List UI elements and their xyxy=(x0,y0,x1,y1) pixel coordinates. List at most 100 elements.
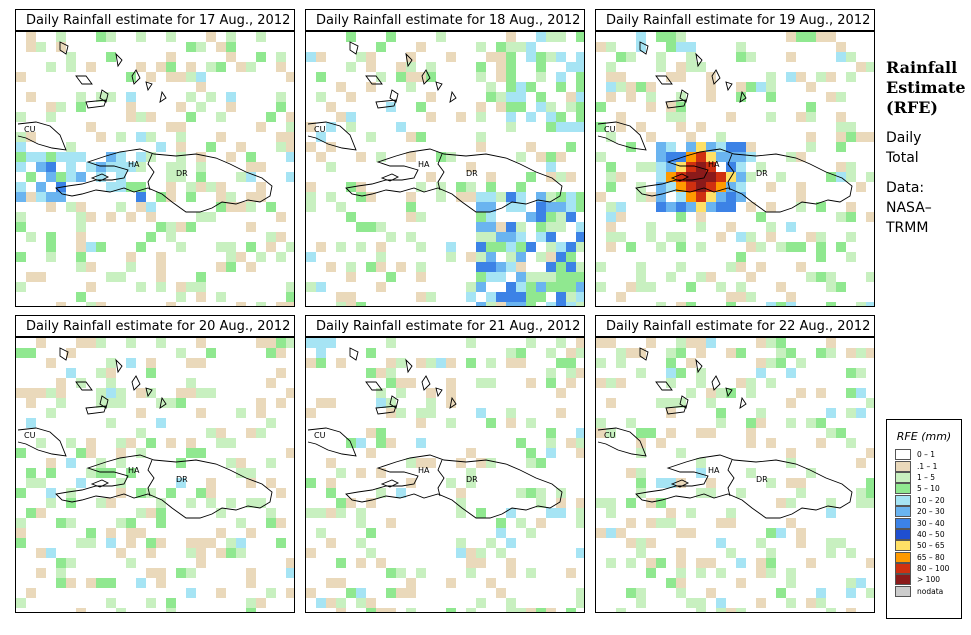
rainfall-cell xyxy=(306,508,316,518)
rainfall-cell xyxy=(736,232,746,242)
country-label-ha: HA xyxy=(418,160,430,169)
rainfall-cell xyxy=(536,232,546,242)
rainfall-cell xyxy=(676,242,686,252)
rainfall-cell xyxy=(156,222,166,232)
rainfall-cell xyxy=(516,82,526,92)
rainfall-cell xyxy=(846,348,856,358)
bahamas-island xyxy=(75,381,93,391)
rainfall-cell xyxy=(96,368,106,378)
country-label-dr: DR xyxy=(756,169,768,178)
rainfall-cell xyxy=(346,498,356,508)
rainfall-cell xyxy=(16,518,26,528)
rainfall-cell xyxy=(866,62,874,72)
rainfall-cell xyxy=(646,162,656,172)
rainfall-cell xyxy=(836,172,846,182)
legend-label: nodata xyxy=(917,586,944,596)
rainfall-cell xyxy=(336,82,346,92)
rainfall-cell xyxy=(236,458,246,468)
rainfall-map: CU HA DR xyxy=(595,31,875,307)
rainfall-cell xyxy=(186,222,196,232)
rainfall-cell xyxy=(326,398,336,408)
rainfall-cell xyxy=(146,112,156,122)
rainfall-cell xyxy=(706,398,716,408)
rainfall-cell xyxy=(766,378,776,388)
rainfall-cell xyxy=(806,142,816,152)
rainfall-cell xyxy=(146,488,156,498)
rainfall-cell xyxy=(646,232,656,242)
rainfall-cell xyxy=(666,428,676,438)
legend-item: 1 – 5 xyxy=(895,471,961,483)
rainfall-cell xyxy=(266,458,276,468)
rainfall-map: CU HA DR xyxy=(305,31,585,307)
rainfall-cell xyxy=(496,292,506,302)
rainfall-cell xyxy=(706,428,716,438)
rainfall-cell xyxy=(506,32,516,42)
rainfall-cell xyxy=(346,272,356,282)
rainfall-cell xyxy=(616,212,626,222)
panel-title: Daily Rainfall estimate for 17 Aug., 201… xyxy=(15,9,295,31)
rainfall-cell xyxy=(686,358,696,368)
rainfall-cell xyxy=(736,172,746,182)
bahamas-island xyxy=(421,375,431,391)
rainfall-cell xyxy=(526,448,536,458)
cuba-coastline xyxy=(307,121,357,151)
rainfall-cell xyxy=(576,428,584,438)
rainfall-cell xyxy=(286,588,294,598)
rainfall-cell xyxy=(596,338,606,348)
rainfall-cell xyxy=(136,202,146,212)
rainfall-cell xyxy=(346,32,356,42)
rainfall-cell xyxy=(156,62,166,72)
rainfall-cell xyxy=(506,112,516,122)
rainfall-cell xyxy=(436,32,446,42)
rainfall-cell xyxy=(106,378,116,388)
rainfall-cell xyxy=(456,182,466,192)
rainfall-cell xyxy=(786,222,796,232)
rainfall-cell xyxy=(66,162,76,172)
rainfall-cell xyxy=(646,102,656,112)
rainfall-cell xyxy=(486,202,496,212)
side-caption: Rainfall Estimate (RFE) Daily Total Data… xyxy=(886,58,966,238)
rainfall-cell xyxy=(16,252,26,262)
rainfall-cell xyxy=(576,368,584,378)
bahamas-island xyxy=(695,52,703,68)
rainfall-cell xyxy=(766,232,776,242)
legend-item: .1 – 1 xyxy=(895,460,961,472)
rainfall-cell xyxy=(196,282,206,292)
rainfall-cell xyxy=(716,608,726,612)
rainfall-cell xyxy=(56,302,66,306)
rainfall-cell xyxy=(56,32,66,42)
rainfall-cell xyxy=(696,272,706,282)
rainfall-cell xyxy=(686,388,696,398)
rainfall-cell xyxy=(256,252,266,262)
rainfall-cell xyxy=(246,222,256,232)
rainfall-cell xyxy=(686,172,696,182)
rainfall-cell xyxy=(136,282,146,292)
haiti-dr-border xyxy=(147,459,155,497)
rainfall-cell xyxy=(786,498,796,508)
rainfall-cell xyxy=(466,608,476,612)
rainfall-cell xyxy=(476,62,486,72)
rainfall-cell xyxy=(796,112,806,122)
rainfall-cell xyxy=(96,92,106,102)
rainfall-cell xyxy=(406,378,416,388)
rainfall-cell xyxy=(846,388,856,398)
rainfall-cell xyxy=(216,428,226,438)
rainfall-cell xyxy=(676,72,686,82)
rainfall-cell xyxy=(276,488,286,498)
rainfall-cell xyxy=(386,438,396,448)
rainfall-cell xyxy=(606,62,616,72)
rainfall-cell xyxy=(136,112,146,122)
rainfall-cell xyxy=(26,32,36,42)
rainfall-cell xyxy=(556,242,566,252)
rainfall-cell xyxy=(76,448,86,458)
rainfall-cell xyxy=(546,608,556,612)
legend-label: .1 – 1 xyxy=(917,461,938,471)
rainfall-cell xyxy=(786,52,796,62)
rainfall-cell xyxy=(96,132,106,142)
rainfall-cell xyxy=(376,222,386,232)
rainfall-cell xyxy=(286,448,294,458)
rainfall-cell xyxy=(796,152,806,162)
rainfall-cell xyxy=(806,82,816,92)
rainfall-cell xyxy=(276,398,286,408)
rainfall-cell xyxy=(546,282,556,292)
